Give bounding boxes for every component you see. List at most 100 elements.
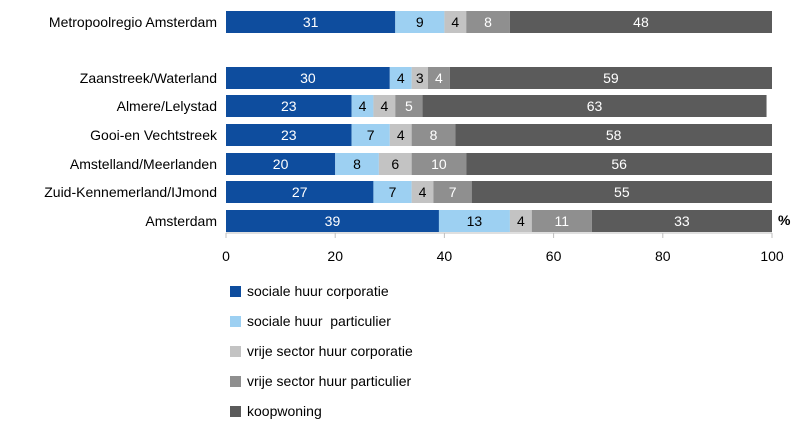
- bar-segment: [471, 181, 772, 203]
- data-label: 30: [300, 70, 316, 86]
- data-label: 4: [397, 70, 405, 86]
- bar-segment: [422, 95, 767, 117]
- legend-label: sociale huur particulier: [247, 313, 391, 329]
- x-axis-unit-label: %: [778, 212, 791, 228]
- data-label: 23: [281, 98, 297, 114]
- data-label: 56: [611, 156, 627, 172]
- x-axis: 0 20 40 60 80 100: [222, 232, 784, 264]
- legend-swatch: [230, 375, 241, 387]
- data-label: 55: [614, 184, 630, 200]
- bar-segment: [389, 67, 412, 89]
- bar-segment: [411, 124, 456, 146]
- data-label: 4: [419, 184, 427, 200]
- bar-segment: [411, 67, 429, 89]
- category-label: Zaanstreek/Waterland: [80, 70, 217, 86]
- bar-segment: [411, 153, 467, 175]
- bar-segment: [373, 181, 412, 203]
- bar-segment: [226, 11, 396, 33]
- legend-item: sociale huur particulier: [230, 306, 413, 336]
- bar-segment: [226, 181, 374, 203]
- bar-segment: [226, 95, 352, 117]
- data-label: 8: [353, 156, 361, 172]
- data-label: 8: [430, 127, 438, 143]
- data-label: 4: [517, 213, 525, 229]
- data-label: 10: [431, 156, 447, 172]
- data-label: 48: [633, 14, 649, 30]
- x-tick-label: 40: [437, 248, 453, 264]
- data-label: 4: [380, 98, 388, 114]
- data-label: 20: [273, 156, 289, 172]
- bar-segment: [466, 11, 510, 33]
- x-tick-label: 80: [655, 248, 671, 264]
- data-label: 8: [484, 14, 492, 30]
- legend-label: sociale huur corporatie: [247, 283, 389, 299]
- data-label: 7: [367, 127, 375, 143]
- bar-segment: [226, 153, 336, 175]
- category-label: Metropoolregio Amsterdam: [49, 14, 217, 30]
- legend-item: koopwoning: [230, 396, 413, 426]
- data-label: 58: [606, 127, 622, 143]
- bar-segment: [395, 95, 423, 117]
- legend-item: sociale huur corporatie: [230, 276, 413, 306]
- bar-segment: [591, 210, 772, 232]
- data-label: 4: [435, 70, 443, 86]
- bar-segment: [395, 11, 445, 33]
- category-label: Amsterdam: [145, 213, 217, 229]
- bar-segment: [509, 210, 532, 232]
- data-label: 33: [674, 213, 690, 229]
- bar-segment: [411, 181, 434, 203]
- bar-segment: [438, 210, 510, 232]
- x-tick-label: 0: [222, 248, 230, 264]
- bar-segment: [373, 95, 396, 117]
- legend-swatch: [230, 405, 241, 417]
- legend-swatch: [230, 345, 241, 357]
- legend: sociale huur corporatie sociale huur part…: [230, 276, 413, 426]
- data-label: 5: [405, 98, 413, 114]
- bar-segment: [428, 67, 450, 89]
- bar-segment: [226, 67, 390, 89]
- data-label: 9: [416, 14, 424, 30]
- bar-segment: [509, 11, 772, 33]
- data-label: 4: [451, 14, 459, 30]
- data-label: 23: [281, 127, 297, 143]
- bar-segment: [531, 210, 592, 232]
- x-tick-label: 100: [760, 248, 784, 264]
- legend-item: vrije sector huur corporatie: [230, 336, 413, 366]
- category-labels: Metropoolregio Amsterdam Zaanstreek/Water…: [44, 14, 218, 229]
- data-label: 27: [292, 184, 308, 200]
- bar-segment: [378, 153, 412, 175]
- data-label: 31: [303, 14, 319, 30]
- legend-swatch: [230, 315, 241, 327]
- data-label: 4: [359, 98, 367, 114]
- bar-segment: [389, 124, 412, 146]
- legend-label: vrije sector huur corporatie: [247, 343, 413, 359]
- legend-label: vrije sector huur particulier: [247, 373, 412, 389]
- x-tick-label: 20: [327, 248, 343, 264]
- data-label: 4: [397, 127, 405, 143]
- x-tick-label: 60: [546, 248, 562, 264]
- bar-segment: [351, 124, 390, 146]
- data-label: 63: [587, 98, 603, 114]
- bar-segment: [455, 124, 772, 146]
- data-label: 13: [467, 213, 483, 229]
- category-label: Gooi-en Vechtstreek: [90, 127, 218, 143]
- category-label: Zuid-Kennemerland/IJmond: [44, 184, 217, 200]
- data-label: 59: [603, 70, 619, 86]
- data-label: 3: [416, 70, 424, 86]
- category-label: Almere/Lelystad: [117, 98, 217, 114]
- data-label: 7: [389, 184, 397, 200]
- legend-item: vrije sector huur particulier: [230, 366, 413, 396]
- data-label: 7: [449, 184, 457, 200]
- bar-segment: [444, 11, 467, 33]
- legend-label: koopwoning: [247, 403, 322, 419]
- legend-swatch: [230, 285, 241, 297]
- category-label: Amstelland/Meerlanden: [70, 156, 217, 172]
- bar-segment: [449, 67, 772, 89]
- bar-segment: [466, 153, 772, 175]
- data-label: 6: [391, 156, 399, 172]
- bar-segment: [226, 124, 352, 146]
- bar-segment: [335, 153, 379, 175]
- data-label: 11: [555, 213, 570, 229]
- bar-segment: [226, 210, 439, 232]
